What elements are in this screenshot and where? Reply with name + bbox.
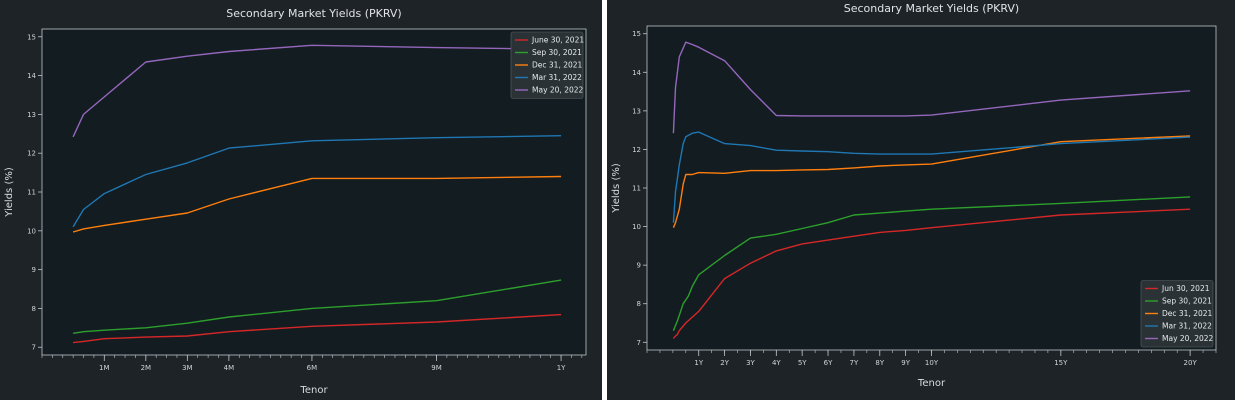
chart-title: Secondary Market Yields (PKRV) xyxy=(226,7,401,20)
x-tick-label: 4M xyxy=(224,364,235,372)
series-line-mar-31-2022 xyxy=(72,135,562,228)
left-yield-chart: Secondary Market Yields (PKRV) 7 8 9 10 11 12 1… xyxy=(4,7,587,396)
chart-panel-right: Secondary Market Yields (PKRV) 7 8 9 10 11 12 1… xyxy=(607,0,1235,400)
legend: June 30, 2021 Sep 30, 2021 Dec 31, 2021 Mar… xyxy=(510,31,584,99)
y-axis-label: Yields (%) xyxy=(4,167,15,218)
y-tick-label: 7 xyxy=(637,339,641,347)
right-yield-chart: Secondary Market Yields (PKRV) 7 8 9 10 11 12 1… xyxy=(611,2,1217,389)
x-tick-label: 9Y xyxy=(901,359,910,367)
y-tick-label: 12 xyxy=(27,150,36,158)
series-line-may-20-2022 xyxy=(72,44,562,138)
x-tick-label: 6M xyxy=(307,364,318,372)
series-line-sep-30-2021 xyxy=(672,196,1191,331)
y-tick-label: 14 xyxy=(27,72,36,80)
y-tick-label: 12 xyxy=(632,146,641,154)
y-tick-label: 15 xyxy=(632,30,641,38)
legend-label: Jun 30, 2021 xyxy=(1161,284,1210,293)
series-line-sep-30-2021 xyxy=(72,279,562,334)
x-tick-label: 2M xyxy=(141,364,152,372)
plot-area xyxy=(41,28,587,356)
x-tick-label: 20Y xyxy=(1184,359,1198,367)
legend-label: Mar 31, 2022 xyxy=(532,73,582,82)
x-tick-label: 15Y xyxy=(1054,359,1068,367)
legend-label: Dec 31, 2021 xyxy=(1162,309,1213,318)
y-axis-label: Yields (%) xyxy=(611,163,622,214)
legend-label: Sep 30, 2021 xyxy=(532,48,582,57)
x-tick-label: 1M xyxy=(99,364,110,372)
x-axis-label: Tenor xyxy=(917,378,946,389)
series-line-jun-30-2021 xyxy=(672,208,1191,339)
series-line-june-30-2021 xyxy=(73,313,562,344)
y-tick-label: 10 xyxy=(27,227,36,235)
y-tick-label: 13 xyxy=(27,111,36,119)
series-line-mar-31-2022 xyxy=(672,131,1191,223)
x-tick-label: 5Y xyxy=(798,359,807,367)
series-line-may-20-2022 xyxy=(672,41,1191,134)
x-tick-label: 7Y xyxy=(850,359,859,367)
legend: Jun 30, 2021 Sep 30, 2021 Dec 31, 2021 Mar … xyxy=(1140,280,1214,348)
y-tick-label: 15 xyxy=(27,33,36,41)
legend-label: June 30, 2021 xyxy=(531,36,584,45)
x-tick-label: 4Y xyxy=(772,359,781,367)
x-tick-label: 10Y xyxy=(925,359,939,367)
y-tick-label: 10 xyxy=(632,223,641,231)
x-tick-label: 3Y xyxy=(746,359,755,367)
legend-label: Dec 31, 2021 xyxy=(532,61,583,70)
x-tick-label: 6Y xyxy=(824,359,833,367)
y-tick-label: 8 xyxy=(32,305,36,313)
legend-box xyxy=(510,31,584,99)
y-tick-label: 9 xyxy=(637,262,641,270)
x-axis-label: Tenor xyxy=(299,385,328,396)
legend-label: May 20, 2022 xyxy=(1162,334,1214,343)
y-tick-label: 14 xyxy=(632,69,641,77)
x-tick-label: 9M xyxy=(431,364,442,372)
series-line-dec-31-2021 xyxy=(72,175,562,233)
y-tick-label: 13 xyxy=(632,107,641,115)
chart-panel-left: Secondary Market Yields (PKRV) 7 8 9 10 11 12 1… xyxy=(0,0,602,400)
y-tick-label: 8 xyxy=(637,300,641,308)
y-tick-label: 7 xyxy=(32,344,36,352)
legend-label: May 20, 2022 xyxy=(532,86,584,95)
x-tick-label: 8Y xyxy=(875,359,884,367)
x-tick-label: 2Y xyxy=(720,359,729,367)
x-tick-label: 3M xyxy=(182,364,193,372)
series-line-dec-31-2021 xyxy=(672,135,1191,228)
chart-title: Secondary Market Yields (PKRV) xyxy=(844,2,1019,15)
y-tick-label: 9 xyxy=(32,266,36,274)
y-tick-label: 11 xyxy=(632,185,641,193)
x-tick-label: 1Y xyxy=(694,359,703,367)
legend-label: Sep 30, 2021 xyxy=(1162,297,1212,306)
y-tick-label: 11 xyxy=(27,189,36,197)
x-tick-label: 1Y xyxy=(557,364,566,372)
legend-label: Mar 31, 2022 xyxy=(1162,322,1212,331)
plot-area xyxy=(646,25,1217,351)
legend-box xyxy=(1140,280,1214,348)
